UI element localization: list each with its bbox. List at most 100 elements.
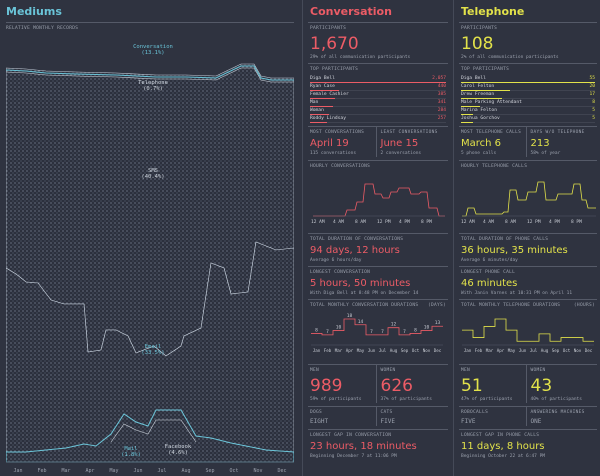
monthly-value-label: 8: [315, 327, 318, 333]
participant-bar: [461, 82, 595, 83]
longest-conversation-value: 5 hours, 50 minutes: [310, 278, 411, 289]
participant-name: Drew Freeman: [461, 92, 495, 97]
days-without-label: DAYS W/O TELEPHONE: [530, 130, 585, 135]
month-tick: Mar: [335, 348, 343, 353]
band-pct-sms: (40.4%): [141, 174, 164, 180]
participant-count: 17: [589, 92, 595, 97]
month-tick: Jan: [13, 468, 22, 474]
gap-sub: Beginning December 7 at 11:06 PM: [310, 454, 397, 459]
band-mail[interactable]: [6, 409, 294, 463]
month-tick: Feb: [37, 468, 46, 474]
divider: [6, 22, 294, 23]
month-tick: Aug: [541, 348, 549, 353]
hour-tick: 8 AM: [505, 219, 516, 225]
band-label-facebook: Facebook: [165, 444, 192, 450]
month-tick: Mar: [61, 468, 70, 474]
month-tick: Feb: [475, 348, 483, 353]
participant-bar: [461, 98, 503, 99]
monthly-line: [311, 318, 443, 336]
participant-bar: [461, 114, 474, 115]
participant-bar: [310, 106, 333, 107]
participant-row[interactable]: Diga Bell 2,057: [310, 75, 446, 83]
participant-row[interactable]: Diga Bell 55: [461, 75, 595, 83]
month-tick: Aug: [390, 348, 398, 353]
monthly-value-label: 14: [358, 319, 364, 325]
most-calls-sub: 5 phone calls: [461, 151, 497, 156]
participant-row[interactable]: Man 341: [310, 99, 446, 107]
hour-tick: 8 PM: [571, 219, 582, 225]
month-tick: Apr: [346, 348, 354, 353]
monthly-value-label: 7: [326, 329, 329, 335]
total-duration-label: TOTAL DURATION OF PHONE CALLS: [461, 237, 549, 242]
participant-row[interactable]: Female Cashier 385: [310, 91, 446, 99]
longest-call-label: LONGEST PHONE CALL: [461, 270, 516, 275]
mediums-panel: Mediums RELATIVE MONTHLY RECORDS Jan Feb M…: [6, 5, 294, 474]
participants-label: PARTICIPANTS: [310, 26, 347, 31]
women-sub: 37% of participants: [380, 397, 432, 402]
monthly-value-label: 12: [391, 322, 397, 328]
month-tick: Sep: [205, 468, 214, 474]
robocalls-label: ROBOCALLS: [461, 410, 489, 415]
monthly-durations-unit: (HOURS): [573, 303, 595, 308]
participant-row[interactable]: Ryan Case 440: [310, 83, 446, 91]
monthly-durations-chart: Jan Feb Mar Apr May Jun Jul Aug Sep Oct Nov Dec: [462, 318, 594, 353]
hourly-line: [462, 181, 596, 217]
month-tick: Jun: [519, 348, 527, 353]
participant-row[interactable]: Carol Felton 20: [461, 83, 595, 91]
participant-count: 385: [437, 92, 446, 97]
gap-label: LONGEST GAP IN PHONE CALLS: [461, 433, 540, 438]
participant-row[interactable]: Drew Freeman 17: [461, 91, 595, 99]
band-conversation[interactable]: [6, 65, 294, 81]
participant-name: Marina Felton: [461, 108, 497, 113]
band-facebook[interactable]: [110, 419, 197, 443]
month-tick: Oct: [412, 348, 420, 353]
month-tick: Jan: [313, 348, 321, 353]
answering-machines-value: ONE: [530, 418, 542, 425]
month-tick: Jun: [368, 348, 376, 353]
band-label-mail: Mail: [124, 446, 137, 452]
participant-bar: [461, 106, 481, 107]
month-tick: Oct: [229, 468, 238, 474]
participant-row[interactable]: Male Parking Attendant 8: [461, 99, 595, 107]
hour-tick: 4 AM: [483, 219, 494, 225]
monthly-line: [462, 318, 594, 342]
band-pct-telephone: (0.7%): [143, 86, 163, 92]
participant-bar: [310, 122, 327, 123]
cats-value: FIVE: [380, 418, 395, 425]
month-tick: Dec: [277, 468, 286, 474]
least-conversations-label: LEAST CONVERSATIONS: [380, 130, 438, 135]
streamgraph: Jan Feb Mar Apr May Jun Jul Aug Sep Oct Nov Dec Con…: [6, 44, 294, 474]
hour-tick: 4 PM: [399, 219, 410, 225]
band-telephone[interactable]: [6, 67, 294, 83]
least-conversations-sub: 2 conversations: [380, 151, 422, 156]
participant-row[interactable]: Joshua Gorchov 5: [461, 115, 595, 123]
participant-row[interactable]: Woman 284: [310, 107, 446, 115]
hour-tick: 12 PM: [377, 219, 391, 225]
month-tick: Nov: [574, 348, 582, 353]
men-label: MEN: [310, 368, 320, 373]
days-without-value: 213: [530, 138, 550, 149]
hour-tick: 8 AM: [355, 219, 366, 225]
participant-bar: [310, 98, 336, 99]
month-tick: Sep: [401, 348, 409, 353]
participant-name: Male Parking Attendant: [461, 100, 522, 105]
band-pct-facebook: (4.6%): [168, 450, 188, 456]
women-value: 43: [530, 376, 553, 396]
most-conversations-value: April 19: [310, 138, 349, 149]
total-duration-value: 94 days, 12 hours: [310, 245, 400, 256]
participant-count: 5: [592, 116, 595, 121]
participant-row[interactable]: Marina Felton 5: [461, 107, 595, 115]
divider: [453, 0, 454, 476]
participant-bar: [310, 90, 340, 91]
band-pct-mail: (1.8%): [121, 452, 141, 458]
participant-name: Diga Bell: [461, 76, 486, 81]
cats-label: CATS: [380, 410, 393, 415]
monthly-value-label: 7: [381, 329, 384, 335]
top-participants-list: Diga Bell 55 Carol Felton 20 Drew Freeman 17 M…: [456, 75, 600, 123]
participants-sub: 2% of all communication participants: [461, 55, 559, 60]
band-pct-email: (33.5%): [141, 350, 164, 356]
participant-row[interactable]: Roddy Lindsay 257: [310, 115, 446, 123]
monthly-value-label: 8: [414, 327, 417, 333]
monthly-durations-label: TOTAL MONTHLY TELEPHONE DURATIONS: [461, 303, 561, 308]
participant-count: 440: [437, 84, 446, 89]
